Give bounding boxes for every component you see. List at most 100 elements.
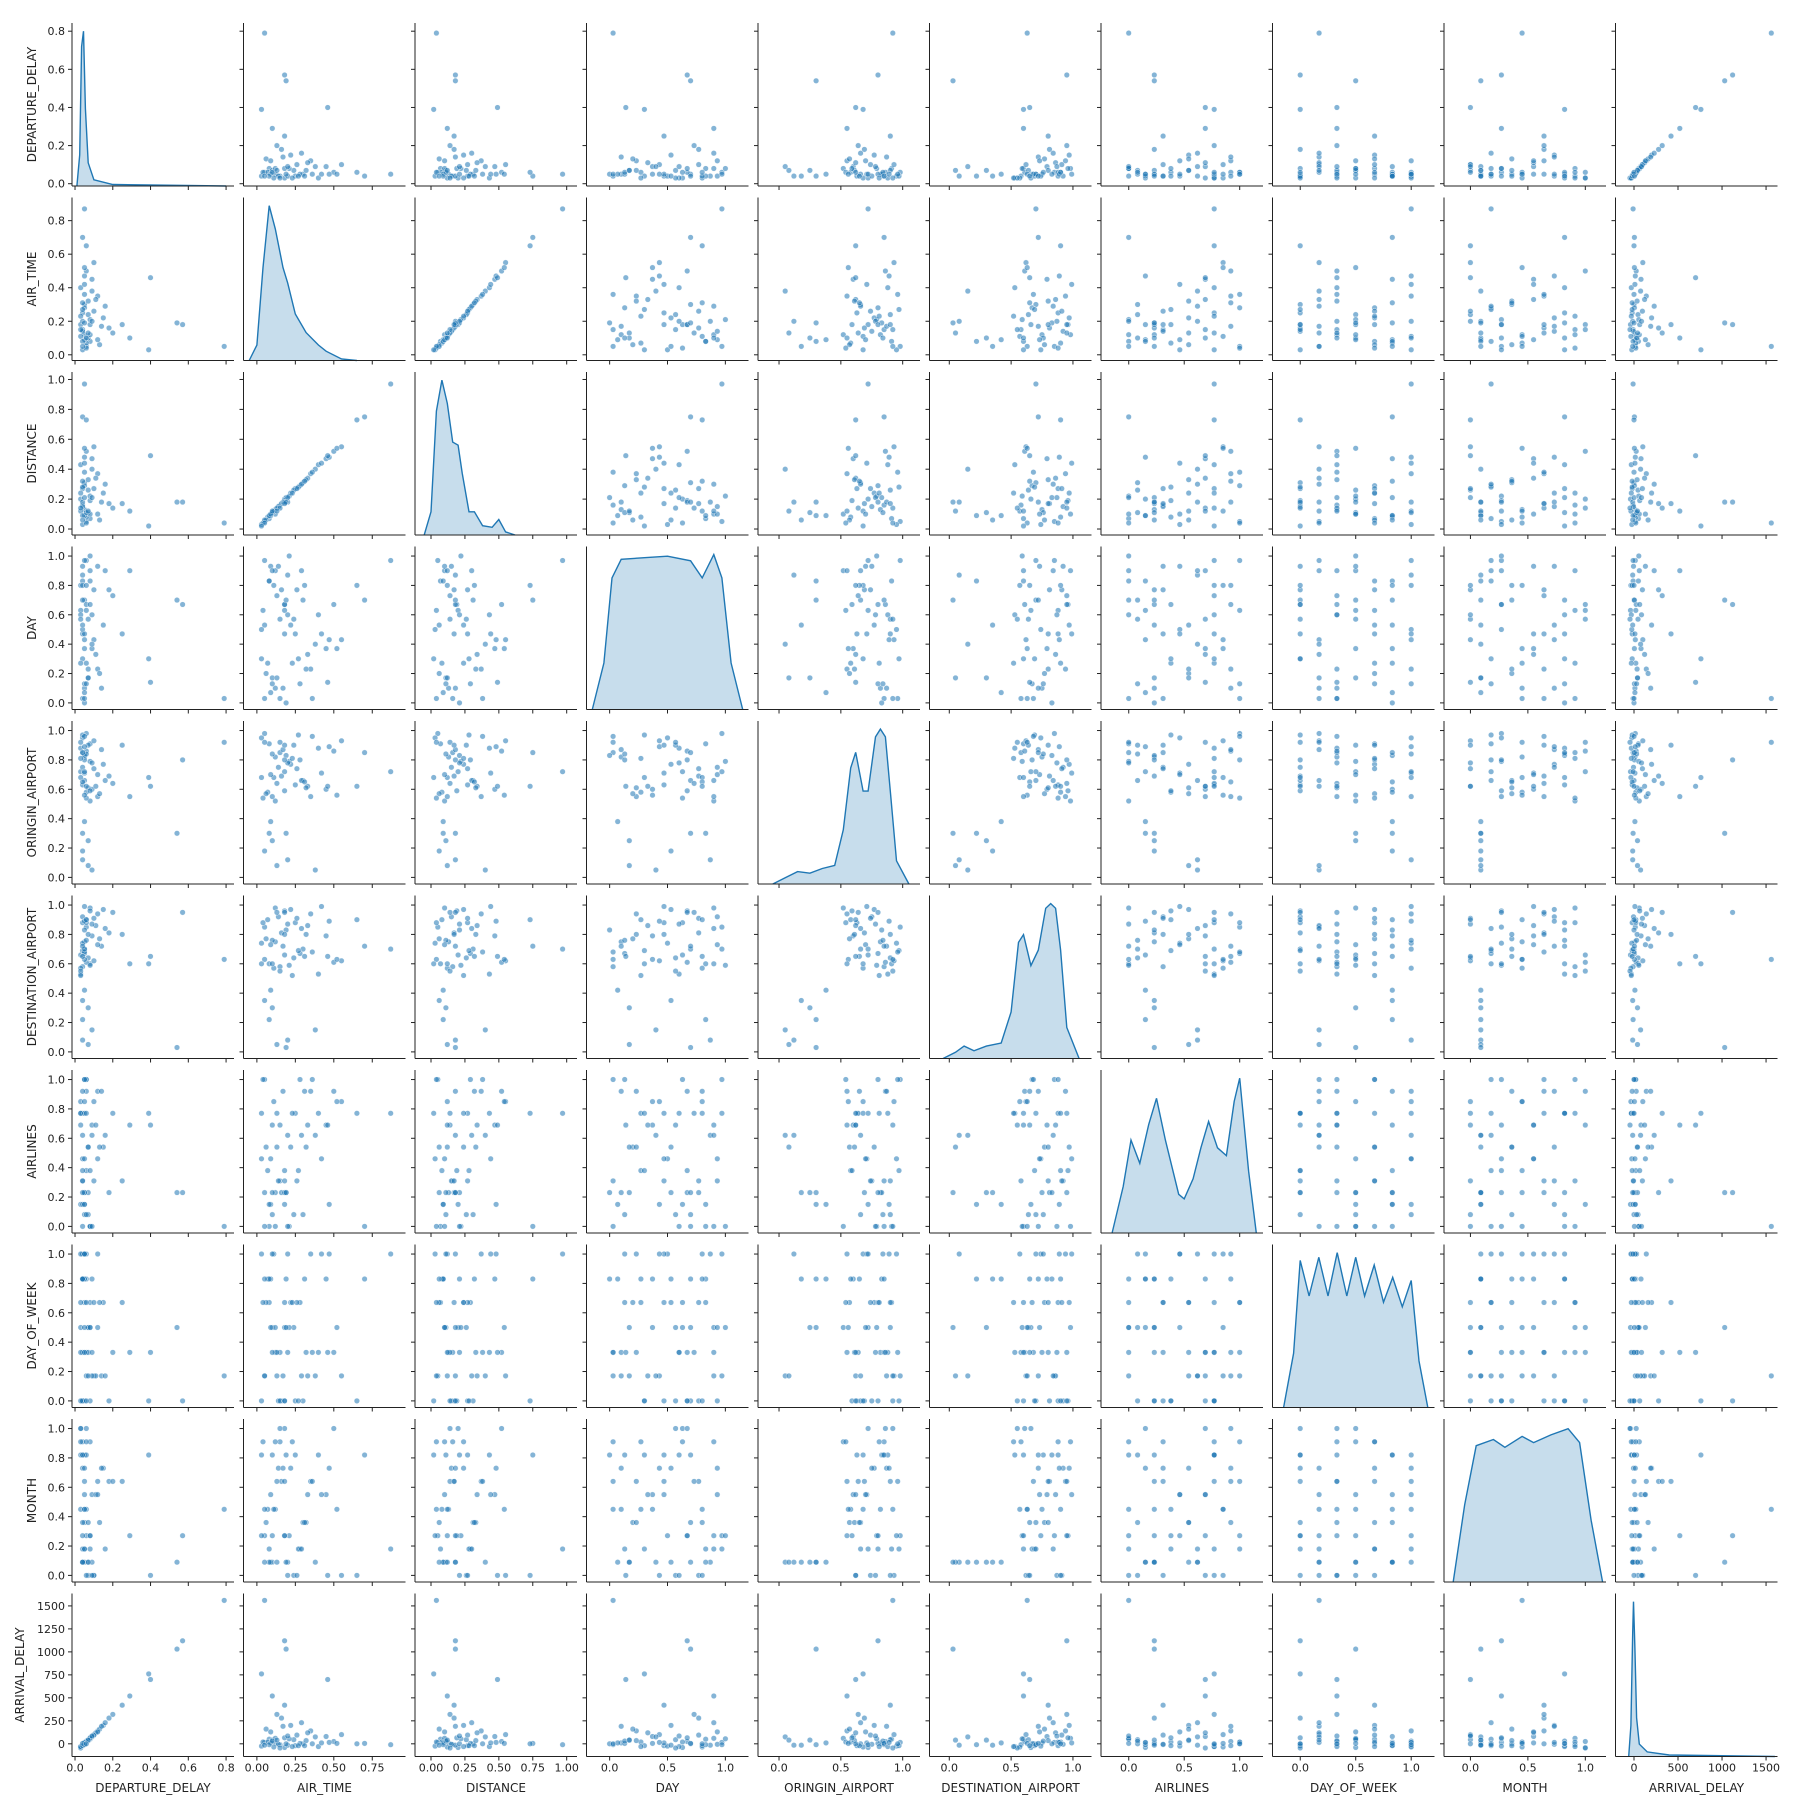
scatter-point: [1211, 972, 1218, 979]
scatter-point: [1142, 512, 1149, 519]
scatter-point: [687, 173, 694, 180]
scatter-point: [261, 622, 268, 629]
scatter-point: [109, 909, 116, 916]
scatter-point: [606, 1275, 613, 1282]
scatter-point: [1371, 586, 1378, 593]
scatter-point: [85, 931, 92, 938]
scatter-point: [1220, 264, 1227, 271]
scatter-point: [1551, 943, 1558, 950]
scatter-point: [881, 413, 888, 420]
scatter-point: [1046, 586, 1053, 593]
scatter-point: [77, 505, 84, 512]
scatter-point: [865, 607, 872, 614]
scatter-point: [875, 304, 882, 311]
scatter-point: [173, 1044, 180, 1051]
scatter-point: [318, 460, 325, 467]
scatter-point: [849, 165, 856, 172]
scatter-point: [85, 1144, 92, 1151]
scatter-point: [860, 1098, 867, 1105]
scatter-point: [307, 1250, 314, 1257]
scatter-point: [387, 1110, 394, 1117]
scatter-point: [1142, 607, 1149, 614]
scatter-point: [430, 106, 437, 113]
scatter-point: [498, 1088, 505, 1095]
scatter-point: [1297, 346, 1304, 353]
scatter-point: [1211, 416, 1218, 423]
scatter-point: [81, 695, 88, 702]
scatter-point: [102, 567, 109, 574]
scatter-point: [482, 641, 489, 648]
scatter-point: [865, 496, 872, 503]
scatter-point: [626, 1004, 633, 1011]
scatter-point: [1142, 1016, 1149, 1023]
scatter-point: [695, 500, 702, 507]
scatter-point: [687, 479, 694, 486]
scatter-point: [668, 343, 675, 350]
scatter-point: [452, 685, 459, 692]
scatter-point: [1540, 133, 1547, 140]
scatter-point: [179, 499, 186, 506]
scatter-point: [1632, 454, 1639, 461]
scatter-point: [1371, 155, 1378, 162]
scatter-point: [672, 739, 679, 746]
scatter-point: [105, 1189, 112, 1196]
scatter-point: [679, 1299, 686, 1306]
scatter-point: [326, 171, 333, 178]
scatter-point: [1142, 338, 1149, 345]
scatter-point: [280, 685, 287, 692]
scatter-point: [637, 972, 644, 979]
scatter-point: [1227, 601, 1234, 608]
scatter-point: [672, 1211, 679, 1218]
scatter-point: [79, 848, 86, 855]
scatter-point: [1333, 679, 1340, 686]
scatter-point: [444, 330, 451, 337]
scatter-point: [618, 499, 625, 506]
scatter-point: [79, 563, 86, 570]
scatter-point: [1316, 343, 1323, 350]
scatter-point: [1540, 142, 1547, 149]
scatter-point: [441, 1155, 448, 1162]
scatter-point: [875, 1189, 882, 1196]
scatter-point: [888, 578, 895, 585]
scatter-point: [1185, 517, 1192, 524]
scatter-point: [1371, 490, 1378, 497]
scatter-point: [871, 1144, 878, 1151]
scatter-point: [1467, 259, 1474, 266]
scatter-point: [1768, 520, 1775, 527]
scatter-point: [862, 157, 869, 164]
scatter-point: [1316, 943, 1323, 950]
scatter-point: [471, 778, 478, 785]
scatter-point: [1408, 171, 1415, 178]
scatter-point: [1371, 670, 1378, 677]
scatter-point: [318, 770, 325, 777]
scatter-point: [81, 1250, 88, 1257]
scatter-point: [649, 445, 656, 452]
panel-DISTANCE-vs-ORINGIN_AIRPORT: [754, 372, 920, 539]
scatter-point: [1631, 749, 1638, 756]
scatter-point: [1297, 916, 1304, 923]
scatter-point: [559, 1250, 566, 1257]
scatter-point: [1060, 563, 1067, 570]
scatter-point: [1048, 699, 1055, 706]
scatter-point: [98, 685, 105, 692]
scatter-point: [1692, 679, 1699, 686]
scatter-point: [710, 481, 717, 488]
scatter-point: [487, 770, 494, 777]
scatter-point: [1467, 765, 1474, 772]
panel-DAY-vs-ORINGIN_AIRPORT: [754, 546, 920, 714]
scatter-point: [1571, 502, 1578, 509]
scatter-point: [1134, 509, 1141, 516]
scatter-point: [281, 500, 288, 507]
scatter-point: [1561, 1110, 1568, 1117]
scatter-point: [456, 927, 463, 934]
scatter-point: [871, 152, 878, 159]
scatter-point: [1352, 607, 1359, 614]
scatter-point: [1371, 1110, 1378, 1117]
scatter-point: [79, 597, 86, 604]
scatter-point: [85, 330, 92, 337]
scatter-point: [487, 1250, 494, 1257]
scatter-point: [1519, 343, 1526, 350]
scatter-point: [1020, 106, 1027, 113]
scatter-point: [846, 155, 853, 162]
scatter-point: [668, 761, 675, 768]
